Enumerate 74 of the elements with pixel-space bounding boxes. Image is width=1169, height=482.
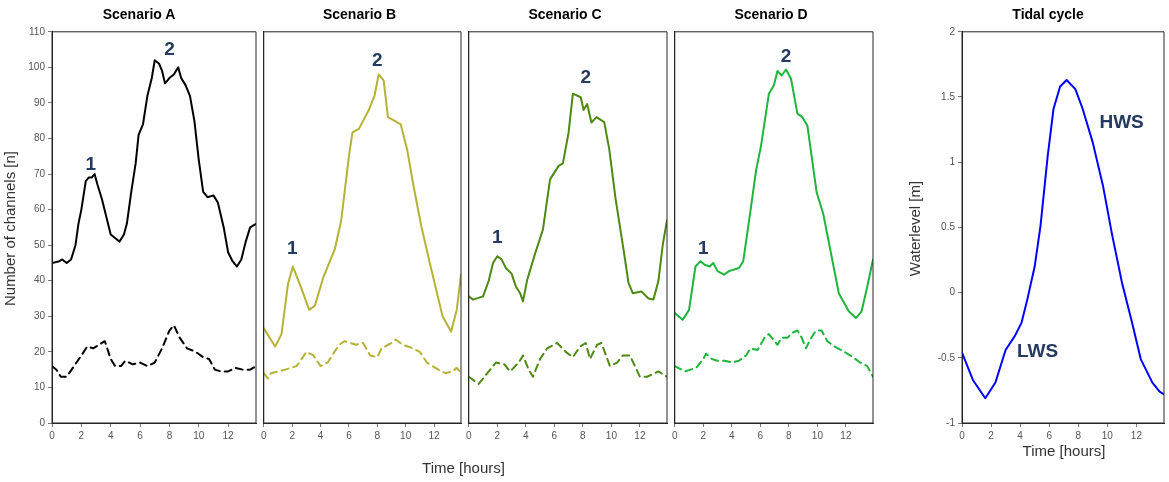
x-tick-label: 12: [634, 429, 646, 441]
y-axis-title: Number of channels [n]: [1, 150, 19, 306]
x-tick-label: 0: [49, 429, 56, 441]
x-tick-label: 8: [786, 429, 793, 441]
x-tick-label: 2: [289, 429, 296, 441]
y-tick-label: 0.5: [941, 221, 956, 233]
x-tick-label: 8: [166, 429, 173, 441]
chart-title: Tidal cycle: [1012, 6, 1084, 23]
x-tick-label: 10: [400, 429, 412, 441]
chart-title: Scenario B: [322, 6, 397, 23]
x-tick-label: 4: [317, 429, 324, 441]
x-tick-label: 4: [523, 429, 530, 441]
annotation: 2: [780, 45, 792, 67]
x-tick-label: 8: [374, 429, 381, 441]
x-tick-label: 2: [988, 429, 995, 441]
x-tick-label: 12: [1130, 429, 1143, 441]
y-tick-label: -0.5: [937, 351, 956, 363]
y-tick-label: 0: [39, 416, 46, 428]
y-tick-label: 2: [949, 25, 956, 37]
x-tick-label: 6: [1046, 429, 1053, 441]
x-tick-label: 0: [672, 429, 678, 441]
annotation: LWS: [1016, 339, 1059, 361]
x-tick-label: 12: [222, 429, 235, 441]
x-tick-label: 4: [1017, 429, 1024, 441]
y-tick-label: 80: [33, 132, 46, 144]
chart-title: Scenario A: [102, 6, 176, 23]
y-tick-label: 30: [33, 310, 46, 322]
x-tick-label: 10: [193, 429, 205, 441]
x-tick-label: 8: [1075, 429, 1082, 441]
x-tick-label: 12: [840, 429, 852, 441]
x-tick-label: 12: [428, 429, 441, 441]
x-tick-label: 10: [605, 429, 618, 441]
x-tick-label: 4: [729, 429, 736, 441]
y-tick-label: 1.5: [941, 90, 956, 102]
annotation: 1: [85, 153, 97, 175]
x-tick-label: 4: [107, 429, 114, 441]
chart-title: Scenario C: [528, 6, 602, 23]
annotation: 2: [580, 66, 592, 88]
y-tick-label: 1: [949, 155, 956, 167]
y-tick-label: -1: [946, 416, 956, 428]
y-tick-label: 100: [28, 61, 46, 73]
y-tick-label: 0: [949, 286, 956, 298]
x-tick-label: 6: [551, 429, 558, 441]
y-tick-label: 70: [33, 167, 46, 179]
x-tick-label: 6: [757, 429, 764, 441]
y-tick-label: 20: [33, 345, 46, 357]
y-axis-title: Waterlevel [m]: [906, 180, 924, 276]
x-tick-label: 10: [811, 429, 824, 441]
y-tick-label: 50: [33, 238, 46, 250]
x-tick-label: 8: [580, 429, 587, 441]
annotation: 2: [372, 48, 383, 70]
annotation: 1: [286, 237, 298, 259]
x-tick-label: 6: [346, 429, 353, 441]
x-tick-label: 0: [959, 429, 966, 441]
line-series: [52, 324, 256, 378]
x-tick-label: 6: [137, 429, 144, 441]
text: Time [hours]: [421, 459, 506, 476]
chart-title: Scenario D: [734, 6, 808, 23]
x-tick-label: 10: [1101, 429, 1114, 441]
y-tick-label: 110: [29, 25, 46, 37]
x-tick-label: 0: [466, 429, 472, 441]
y-tick-label: 60: [33, 203, 46, 215]
x-tick-label: 2: [78, 429, 85, 441]
annotation: 1: [492, 226, 504, 248]
x-tick-label: 2: [494, 429, 501, 441]
annotation: HWS: [1099, 111, 1144, 133]
annotation: 1: [698, 237, 710, 259]
x-axis-title: Time [hours]: [1021, 442, 1107, 459]
x-tick-label: 0: [261, 429, 267, 441]
y-tick-label: 10: [33, 381, 46, 393]
x-tick-label: 2: [700, 429, 707, 441]
y-tick-label: 90: [33, 96, 46, 108]
annotation: 2: [164, 37, 175, 59]
y-tick-label: 40: [33, 274, 46, 286]
